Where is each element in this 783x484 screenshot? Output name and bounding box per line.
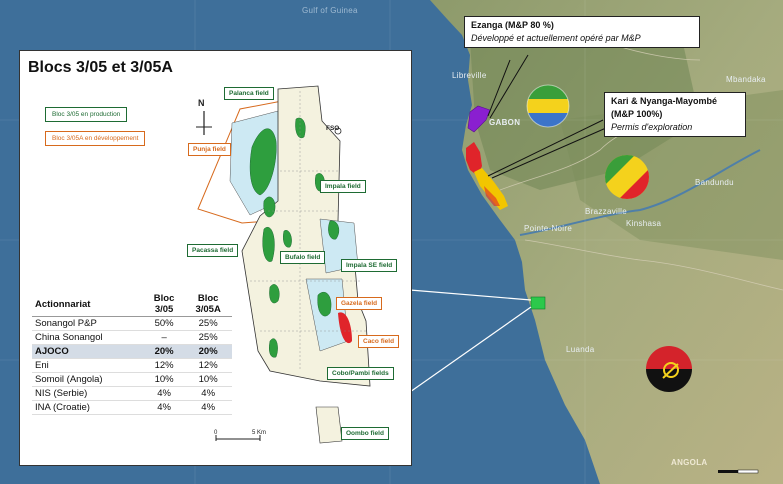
angola-flag xyxy=(646,346,692,392)
block-3-05-marker xyxy=(530,296,546,310)
field-cobo-pambi: Cobo/Pambi fields xyxy=(327,367,394,380)
field-palanca: Palanca field xyxy=(224,87,274,100)
label-libreville: Libreville xyxy=(452,71,487,80)
field-punja: Punja field xyxy=(188,143,231,156)
nyanga-block xyxy=(474,168,508,210)
label-bandundu: Bandundu xyxy=(695,178,734,187)
field-bufalo: Bufalo field xyxy=(280,251,326,264)
label-brazzaville: Brazzaville xyxy=(585,207,627,216)
header-bloc-number: 3/05 xyxy=(154,304,174,315)
scale-five: 5 Km xyxy=(252,430,267,436)
kari-title-line2: (M&P 100%) xyxy=(611,109,663,119)
gabon-flag xyxy=(526,84,570,128)
table-row: Somoil (Angola) 10% 10% xyxy=(32,372,232,387)
table-header-shareholding: Actionnariat xyxy=(32,292,144,317)
panel-title: Blocs 3/05 et 3/05A xyxy=(28,59,173,76)
row-company: Sonangol P&P xyxy=(32,316,144,331)
table-header-bloc-305: Bloc 3/05 xyxy=(143,292,185,317)
header-bloc-word: Bloc xyxy=(197,293,219,304)
fso-label: FSO xyxy=(326,125,340,132)
blocks-panel: Blocs 3/05 et 3/05A Bloc 3/05 en product… xyxy=(19,50,412,466)
field-impala: Impala field xyxy=(320,180,366,193)
label-angola: ANGOLA xyxy=(671,458,708,467)
header-bloc-word: Bloc xyxy=(153,293,175,304)
label-mbandaka: Mbandaka xyxy=(726,75,766,84)
table-row-highlighted: AJOCO 20% 20% xyxy=(32,344,232,359)
row-company: AJOCO xyxy=(32,344,144,359)
table-row: NIS (Serbie) 4% 4% xyxy=(32,386,232,401)
kari-title-line1: Kari & Nyanga-Mayombé xyxy=(611,96,718,106)
header-bloc-number: 3/05A xyxy=(195,304,221,315)
table-row: China Sonangol – 25% xyxy=(32,330,232,345)
row-company: Somoil (Angola) xyxy=(32,372,144,387)
legend-development: Bloc 3/05A en développement xyxy=(45,131,146,146)
ezanga-subtitle: Développé et actuellement opéré par M&P xyxy=(471,33,641,43)
ezanga-title: Ezanga (M&P 80 %) xyxy=(471,20,554,30)
row-company: INA (Croatie) xyxy=(32,400,144,415)
kari-block xyxy=(466,142,482,176)
row-bloc-305: 50% xyxy=(143,316,185,331)
row-company: China Sonangol xyxy=(32,330,144,345)
row-bloc-305a: 4% xyxy=(184,386,232,401)
label-pointe-noire: Pointe-Noire xyxy=(524,224,573,233)
field-map xyxy=(196,85,371,444)
shareholding-table: Actionnariat Bloc 3/05 Bloc 3/05A Sonang… xyxy=(32,292,232,415)
legend-production: Bloc 3/05 en production xyxy=(45,107,128,122)
scale-zero: 0 xyxy=(214,430,218,436)
row-bloc-305: 20% xyxy=(143,344,185,359)
kari-subtitle: Permis d'exploration xyxy=(611,122,693,132)
label-luanda: Luanda xyxy=(566,345,595,354)
ezanga-block xyxy=(467,105,491,133)
field-oombo: Oombo field xyxy=(341,427,389,440)
label-gulf: Gulf of Guinea xyxy=(302,6,358,15)
row-bloc-305a: 12% xyxy=(184,358,232,373)
row-bloc-305a: 25% xyxy=(184,330,232,345)
row-company: NIS (Serbie) xyxy=(32,386,144,401)
row-bloc-305: 10% xyxy=(143,372,185,387)
label-gabon: GABON xyxy=(489,118,521,127)
congo-flag xyxy=(605,155,649,199)
table-row: Eni 12% 12% xyxy=(32,358,232,373)
field-pacassa: Pacassa field xyxy=(187,244,239,257)
row-bloc-305: 4% xyxy=(143,400,185,415)
north-label: N xyxy=(198,98,205,108)
row-bloc-305: 4% xyxy=(143,386,185,401)
row-bloc-305: 12% xyxy=(143,358,185,373)
row-company: Eni xyxy=(32,358,144,373)
row-bloc-305: – xyxy=(143,330,185,345)
row-bloc-305a: 4% xyxy=(184,400,232,415)
row-bloc-305a: 20% xyxy=(184,344,232,359)
label-kinshasa: Kinshasa xyxy=(626,219,662,228)
table-row: INA (Croatie) 4% 4% xyxy=(32,400,232,415)
field-impala-se: Impala SE field xyxy=(341,259,398,272)
table-header-bloc-305a: Bloc 3/05A xyxy=(184,292,232,317)
row-bloc-305a: 10% xyxy=(184,372,232,387)
ezanga-callout: Ezanga (M&P 80 %) Développé et actuellem… xyxy=(464,16,700,48)
table-row: Sonangol P&P 50% 25% xyxy=(32,316,232,331)
field-gazela: Gazela field xyxy=(336,297,383,310)
field-caco: Caco field xyxy=(358,335,400,348)
kari-callout: Kari & Nyanga-Mayombé (M&P 100%) Permis … xyxy=(604,92,746,137)
row-bloc-305a: 25% xyxy=(184,316,232,331)
